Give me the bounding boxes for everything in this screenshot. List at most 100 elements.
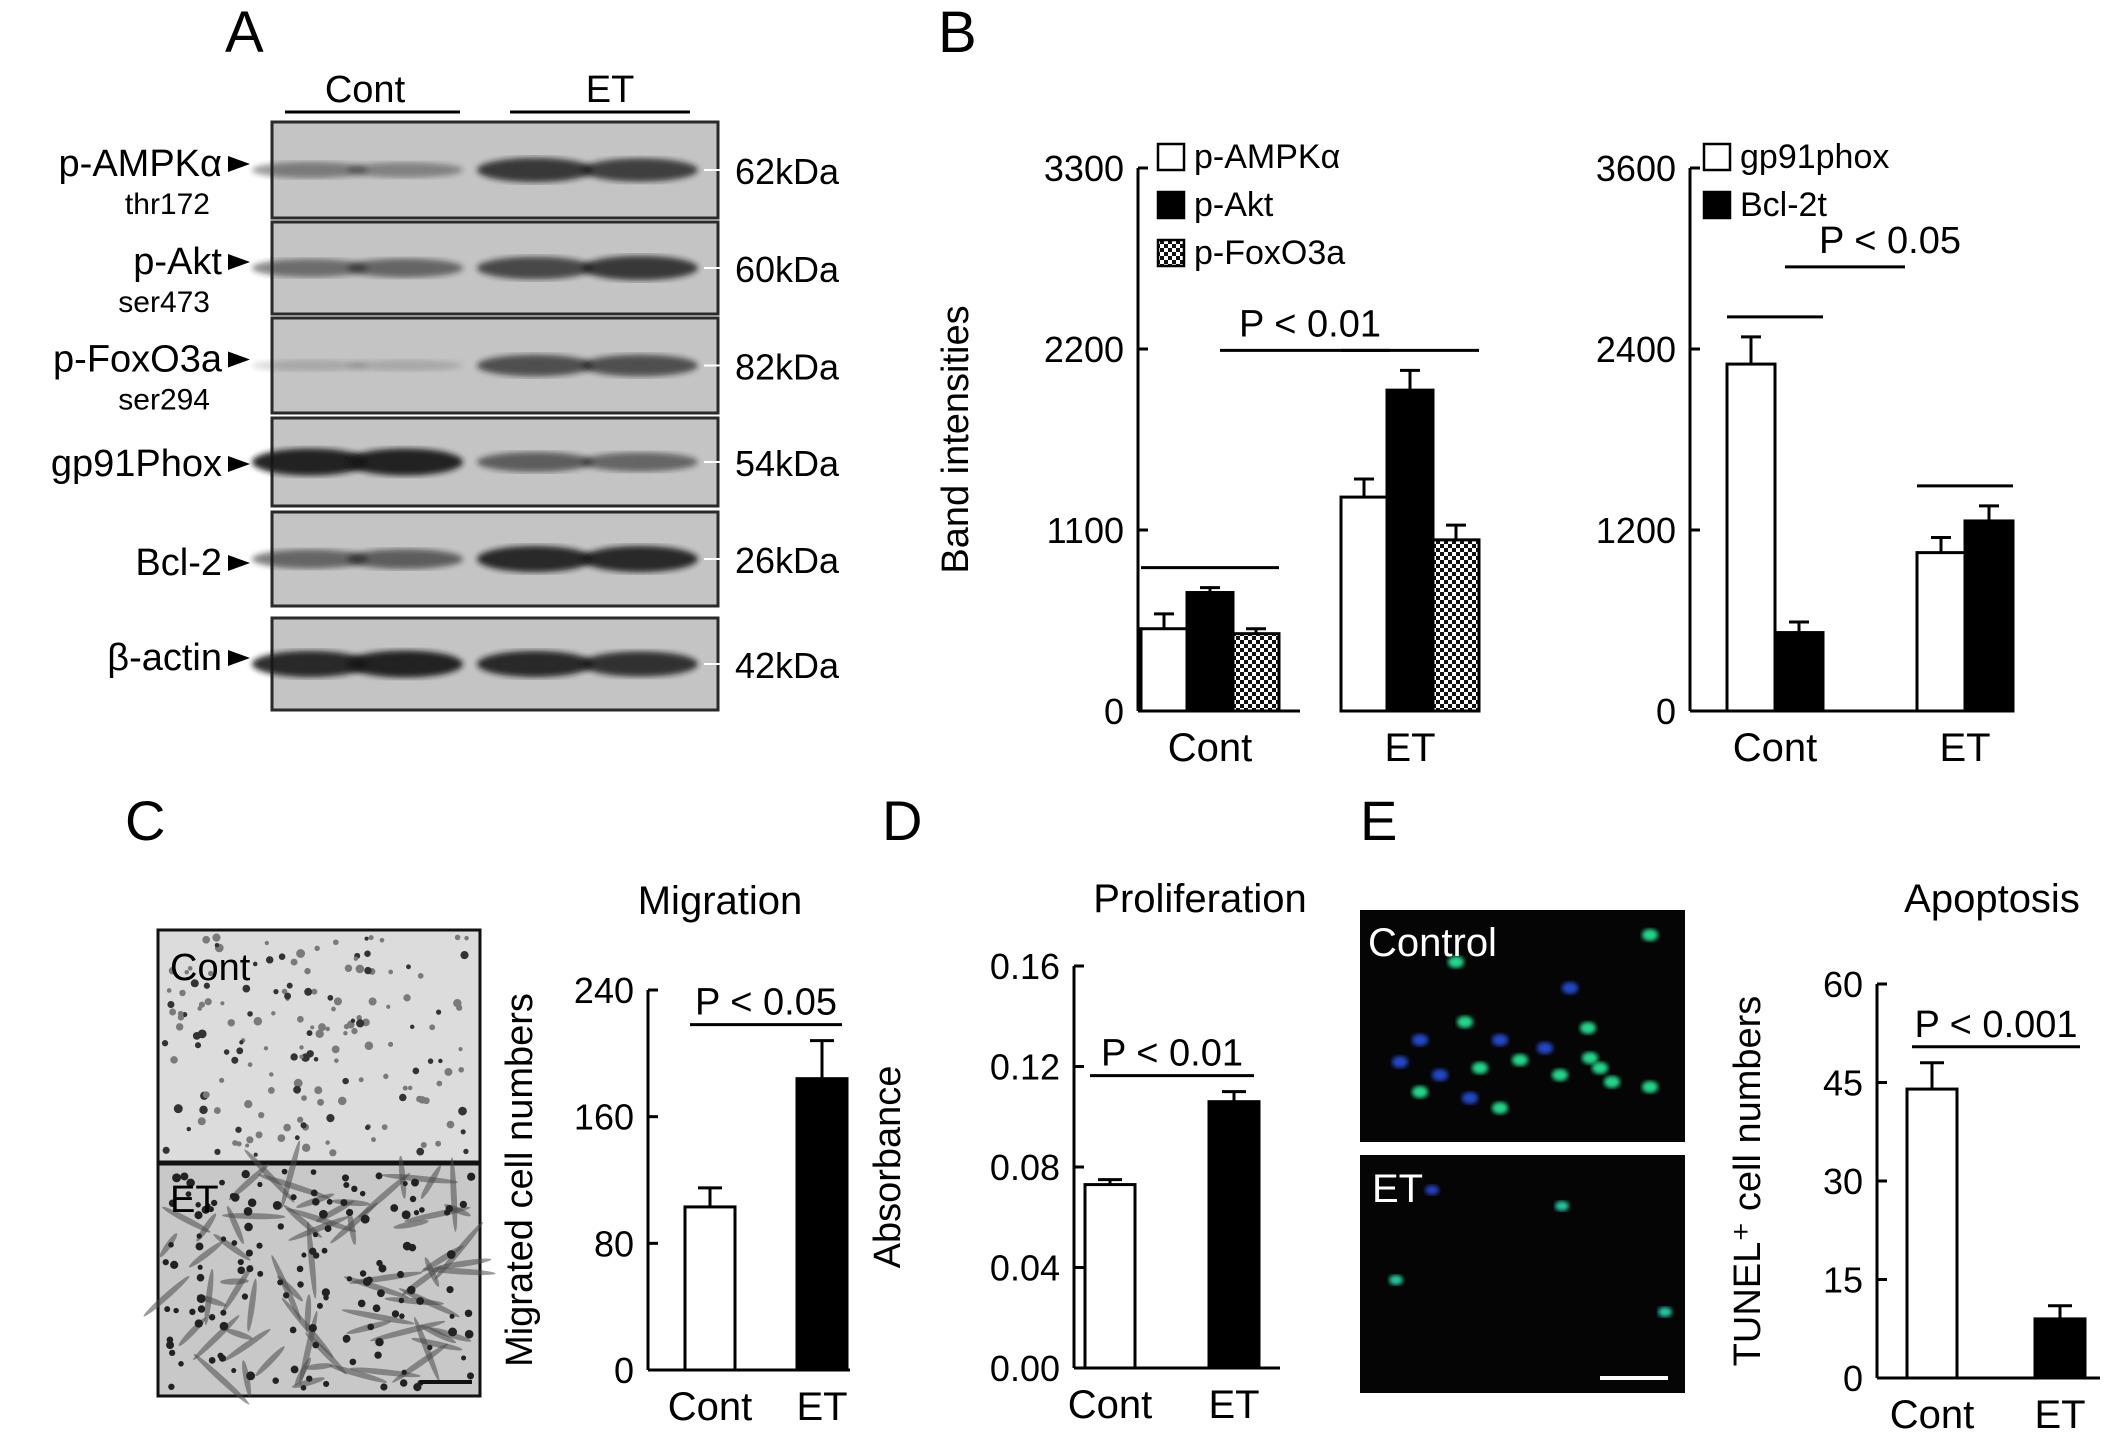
cell-dot <box>364 1041 374 1051</box>
cell-dot <box>327 994 334 1001</box>
cell-dot <box>194 1211 203 1220</box>
cell-dot <box>271 1011 276 1016</box>
tunel-cells-control <box>1392 929 1658 1114</box>
chart-d: 0.00 0.04 0.08 0.12 0.16 Absorbance Proliferat… <box>867 877 1307 1427</box>
blot-band <box>347 448 463 476</box>
arrow-icon <box>228 254 250 270</box>
x-category-label: ET <box>1384 726 1435 770</box>
cell-dot <box>304 987 313 996</box>
cell-process <box>222 1264 253 1313</box>
cell-dot <box>301 1095 307 1101</box>
cell-dot <box>197 1305 206 1313</box>
chart-b1: 0 1100 2200 3300 Band intensities Cont ET P < 0… <box>935 138 1481 770</box>
cell-dot <box>232 1140 238 1146</box>
cell-process <box>306 1221 317 1299</box>
migration-image-label-cont: Cont <box>170 947 251 989</box>
y-tick-label: 1100 <box>1047 510 1124 551</box>
arrow-icon <box>228 555 250 571</box>
cell-dot <box>167 1000 175 1009</box>
cell-dot <box>290 958 298 966</box>
cell-dot <box>169 1008 177 1016</box>
cell-dot <box>301 1143 311 1153</box>
cell-dot <box>464 935 469 941</box>
charts: 0 1100 2200 3300 Band intensities Cont ET P < 0… <box>499 138 2100 1437</box>
cell-dot <box>244 1099 253 1109</box>
blot-band <box>477 452 593 472</box>
cell-dot <box>244 1222 253 1232</box>
cell-dot <box>334 1058 339 1063</box>
cell-dot <box>241 1293 249 1300</box>
cell-dot <box>316 1302 323 1309</box>
nucleus <box>1457 1016 1473 1028</box>
row-label: Bcl-2 <box>135 542 222 584</box>
cell-process <box>247 1278 257 1332</box>
panel-letter-d: D <box>882 789 922 852</box>
cell-dot <box>311 988 318 995</box>
cell-dot <box>208 970 214 977</box>
cell-dot <box>180 1172 189 1181</box>
cell-process <box>162 1206 211 1233</box>
cell-dot <box>362 1277 372 1286</box>
cell-dot <box>264 940 269 946</box>
tunel-image-control <box>1360 910 1685 1142</box>
bar <box>1963 519 2015 713</box>
cell-dot <box>301 1252 307 1258</box>
y-tick-label: 0.08 <box>990 1147 1060 1188</box>
cell-dot <box>162 1146 170 1154</box>
y-tick-label: 0 <box>1843 1358 1863 1399</box>
cell-dot <box>467 1172 476 1181</box>
migration-images: Cont ET <box>143 928 496 1405</box>
cell-dot <box>199 1105 208 1115</box>
kda-label: 26kDa <box>735 540 840 581</box>
cell-dot <box>286 982 293 989</box>
cell-dot <box>253 1152 258 1157</box>
bar <box>2033 1317 2087 1380</box>
y-tick-label: 15 <box>1823 1260 1863 1301</box>
nucleus <box>1492 1102 1508 1114</box>
cell-process <box>404 1206 471 1222</box>
cell-dot <box>402 1180 408 1187</box>
arrow-icon <box>228 351 250 368</box>
cell-dot <box>364 966 372 975</box>
nucleus <box>1555 1201 1569 1211</box>
cell-dot <box>208 1357 216 1364</box>
y-tick-label: 160 <box>574 1097 634 1138</box>
x-category-label: ET <box>1939 726 1990 770</box>
bar <box>795 1077 849 1372</box>
cell-dot <box>411 1178 419 1187</box>
tunel-image-label-control: Control <box>1368 921 1497 965</box>
cell-dot <box>231 1240 238 1246</box>
cell-dot <box>258 1111 265 1119</box>
nucleus <box>1580 1022 1596 1034</box>
x-category-label: Cont <box>1168 726 1253 770</box>
cell-process <box>304 1294 312 1332</box>
blot-band <box>477 545 593 573</box>
y-tick-label: 2400 <box>1596 329 1676 370</box>
cell-dot <box>351 1027 358 1035</box>
cell-process <box>393 1219 429 1229</box>
cell-dot <box>247 1198 257 1207</box>
nucleus <box>1512 1054 1528 1066</box>
cell-dot <box>319 1209 328 1219</box>
cell-process <box>424 1257 440 1287</box>
cell-dot <box>297 1281 304 1288</box>
cell-dot <box>418 1096 426 1104</box>
cell-dot <box>196 1273 205 1282</box>
nucleus <box>1562 982 1578 994</box>
cell-dot <box>401 1369 407 1375</box>
cell-dot <box>281 988 288 995</box>
blot-band <box>582 158 698 182</box>
cell-dot <box>246 1371 256 1381</box>
cell-dot <box>170 1056 178 1064</box>
cell-dot <box>446 1250 456 1259</box>
cell-dot <box>300 1384 307 1391</box>
cell-dot <box>376 1259 383 1267</box>
cell-dot <box>399 1093 407 1102</box>
cell-dot <box>364 1124 371 1131</box>
cell-dot <box>398 1297 405 1304</box>
cell-dot <box>219 1077 225 1083</box>
cell-dot <box>212 933 221 942</box>
cell-dot <box>293 1078 303 1088</box>
y-tick-label: 1200 <box>1596 510 1676 551</box>
